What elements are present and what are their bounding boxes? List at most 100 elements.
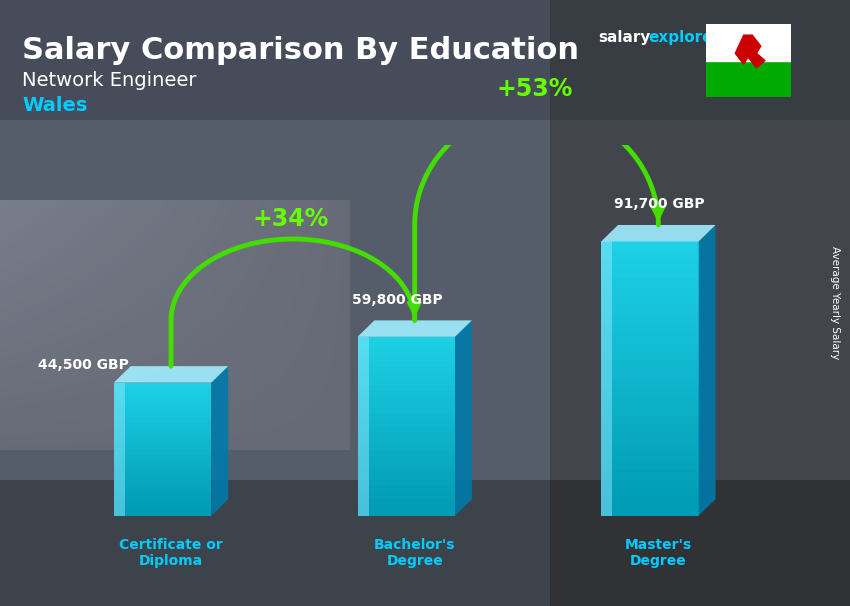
Polygon shape (358, 355, 455, 361)
Polygon shape (601, 479, 699, 488)
Polygon shape (358, 421, 455, 426)
Polygon shape (114, 405, 212, 409)
Polygon shape (358, 408, 455, 415)
Bar (706, 61, 791, 97)
Text: Bachelor's
Degree: Bachelor's Degree (374, 538, 456, 568)
Polygon shape (601, 269, 699, 278)
Text: explorer: explorer (648, 30, 720, 45)
Polygon shape (358, 438, 455, 444)
Polygon shape (601, 451, 699, 461)
Polygon shape (601, 370, 699, 379)
Polygon shape (114, 382, 125, 516)
Polygon shape (601, 361, 699, 370)
Polygon shape (358, 450, 455, 456)
Polygon shape (358, 337, 369, 516)
Polygon shape (358, 402, 455, 408)
Polygon shape (114, 502, 212, 507)
Text: Average Yearly Salary: Average Yearly Salary (830, 247, 840, 359)
Polygon shape (601, 406, 699, 415)
Polygon shape (114, 414, 212, 418)
Polygon shape (358, 492, 455, 498)
Text: Wales: Wales (22, 96, 88, 115)
Polygon shape (601, 498, 699, 507)
Polygon shape (358, 373, 455, 379)
Polygon shape (114, 409, 212, 414)
Polygon shape (358, 498, 455, 504)
Polygon shape (601, 225, 716, 241)
Polygon shape (114, 498, 212, 502)
Polygon shape (114, 431, 212, 436)
Polygon shape (114, 458, 212, 462)
Polygon shape (455, 321, 472, 516)
Polygon shape (114, 489, 212, 493)
Polygon shape (358, 379, 455, 385)
Polygon shape (601, 241, 613, 516)
Polygon shape (114, 445, 212, 449)
Polygon shape (358, 337, 455, 343)
Text: Salary Comparison By Education: Salary Comparison By Education (22, 36, 579, 65)
Polygon shape (358, 321, 472, 337)
Polygon shape (601, 305, 699, 315)
Polygon shape (114, 467, 212, 471)
Polygon shape (601, 488, 699, 498)
Polygon shape (114, 480, 212, 485)
Text: 59,800 GBP: 59,800 GBP (352, 293, 442, 307)
Polygon shape (358, 396, 455, 402)
Polygon shape (601, 442, 699, 451)
Polygon shape (601, 397, 699, 406)
Polygon shape (601, 351, 699, 361)
Polygon shape (601, 415, 699, 424)
Polygon shape (358, 486, 455, 492)
Bar (706, 24, 791, 61)
Polygon shape (114, 507, 212, 511)
Text: +34%: +34% (252, 207, 329, 231)
Polygon shape (358, 349, 455, 355)
Polygon shape (358, 474, 455, 480)
Polygon shape (601, 433, 699, 442)
Polygon shape (114, 366, 228, 382)
Polygon shape (601, 342, 699, 351)
Polygon shape (601, 333, 699, 342)
Polygon shape (358, 444, 455, 450)
Polygon shape (114, 471, 212, 476)
Polygon shape (601, 260, 699, 269)
Polygon shape (601, 315, 699, 324)
Polygon shape (114, 387, 212, 391)
Polygon shape (114, 396, 212, 401)
Polygon shape (114, 382, 212, 387)
Polygon shape (114, 401, 212, 405)
Polygon shape (358, 432, 455, 438)
Polygon shape (601, 287, 699, 296)
Polygon shape (358, 361, 455, 367)
Polygon shape (114, 453, 212, 458)
Polygon shape (114, 422, 212, 427)
Polygon shape (358, 504, 455, 510)
Polygon shape (601, 241, 699, 250)
Polygon shape (114, 462, 212, 467)
Polygon shape (601, 424, 699, 433)
Polygon shape (358, 468, 455, 474)
Polygon shape (358, 390, 455, 396)
Polygon shape (601, 388, 699, 397)
Text: .com: .com (718, 30, 759, 45)
Polygon shape (358, 426, 455, 432)
Polygon shape (358, 456, 455, 462)
Polygon shape (601, 379, 699, 388)
Polygon shape (601, 324, 699, 333)
Polygon shape (114, 436, 212, 441)
Polygon shape (114, 493, 212, 498)
Polygon shape (114, 418, 212, 422)
Polygon shape (735, 35, 765, 68)
Polygon shape (601, 250, 699, 260)
Polygon shape (601, 461, 699, 470)
Polygon shape (114, 441, 212, 445)
Polygon shape (358, 480, 455, 486)
Text: Network Engineer: Network Engineer (22, 71, 196, 90)
Polygon shape (601, 278, 699, 287)
Polygon shape (601, 507, 699, 516)
Polygon shape (114, 476, 212, 480)
Text: Certificate or
Diploma: Certificate or Diploma (119, 538, 223, 568)
Polygon shape (358, 462, 455, 468)
Polygon shape (358, 343, 455, 349)
Polygon shape (358, 385, 455, 390)
